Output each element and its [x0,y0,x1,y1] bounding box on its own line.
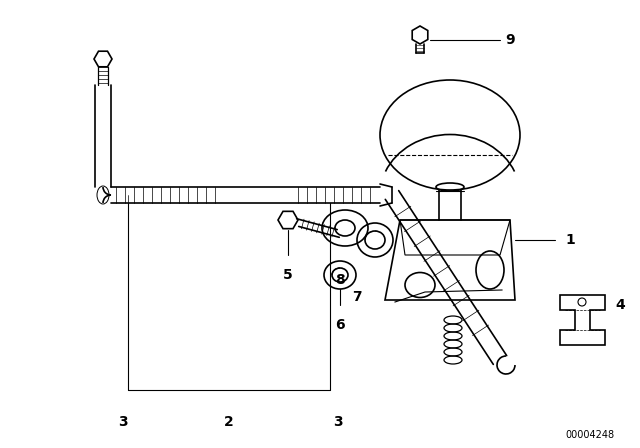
Text: 3: 3 [333,415,343,429]
Text: 6: 6 [335,318,345,332]
Text: 3: 3 [118,415,128,429]
Text: 9: 9 [505,33,515,47]
Text: 00004248: 00004248 [565,430,614,440]
Text: 1: 1 [565,233,575,247]
Text: 2: 2 [224,415,234,429]
Text: 5: 5 [283,268,293,282]
Text: 4: 4 [615,298,625,312]
Text: 8: 8 [335,273,345,287]
Text: 7: 7 [352,290,362,304]
